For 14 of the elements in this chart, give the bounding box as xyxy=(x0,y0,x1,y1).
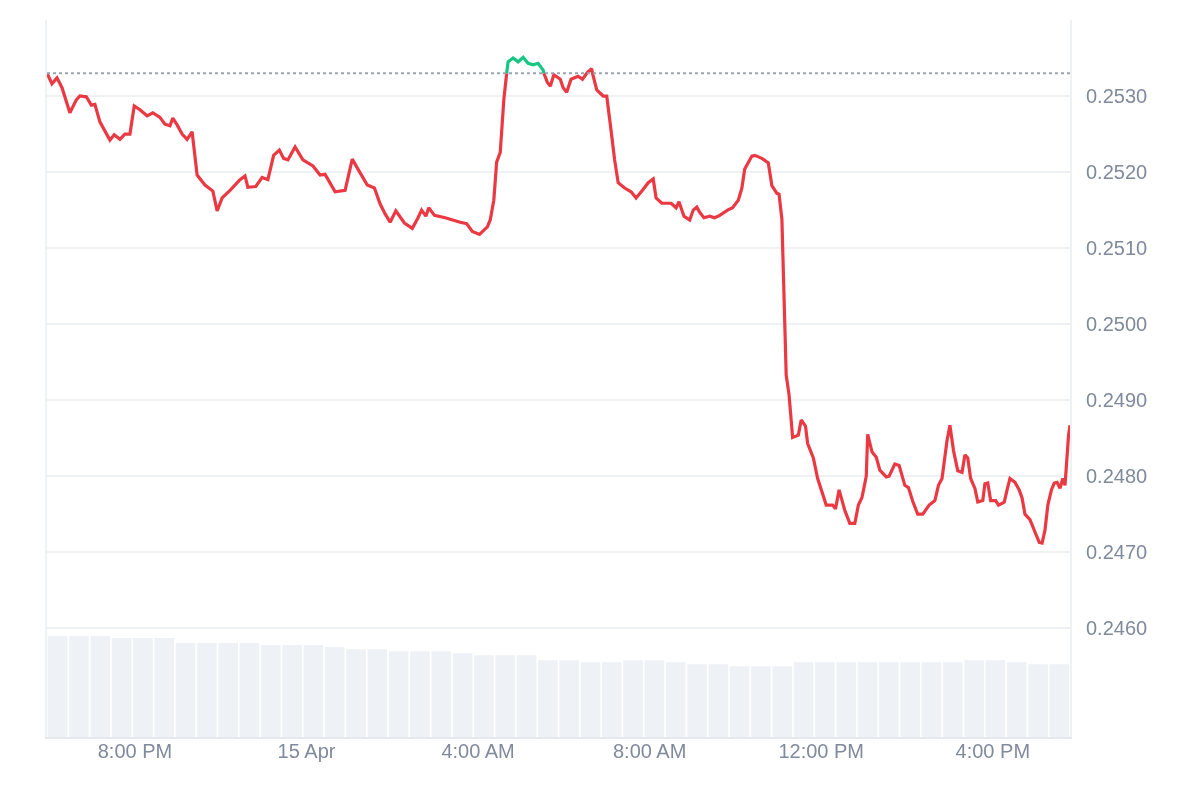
y-tick-label: 0.2470 xyxy=(1086,541,1148,564)
y-tick-label: 0.2530 xyxy=(1086,85,1148,108)
y-tick-label: 0.2490 xyxy=(1086,389,1148,412)
y-tick-label: 0.2520 xyxy=(1086,161,1148,184)
y-tick-label: 0.2500 xyxy=(1086,313,1148,336)
y-tick-label: 0.2460 xyxy=(1086,617,1148,640)
x-tick-label: 4:00 PM xyxy=(955,740,1031,762)
x-tick-label: 8:00 AM xyxy=(612,740,687,762)
x-tick-label: 4:00 AM xyxy=(441,740,515,762)
y-tick-label: 0.2480 xyxy=(1086,465,1148,488)
x-tick-label: 12:00 PM xyxy=(778,740,865,762)
y-tick-label: 0.2510 xyxy=(1086,237,1148,260)
x-tick-label: 8:00 PM xyxy=(97,740,173,762)
x-tick-label: 15 Apr xyxy=(277,740,336,762)
